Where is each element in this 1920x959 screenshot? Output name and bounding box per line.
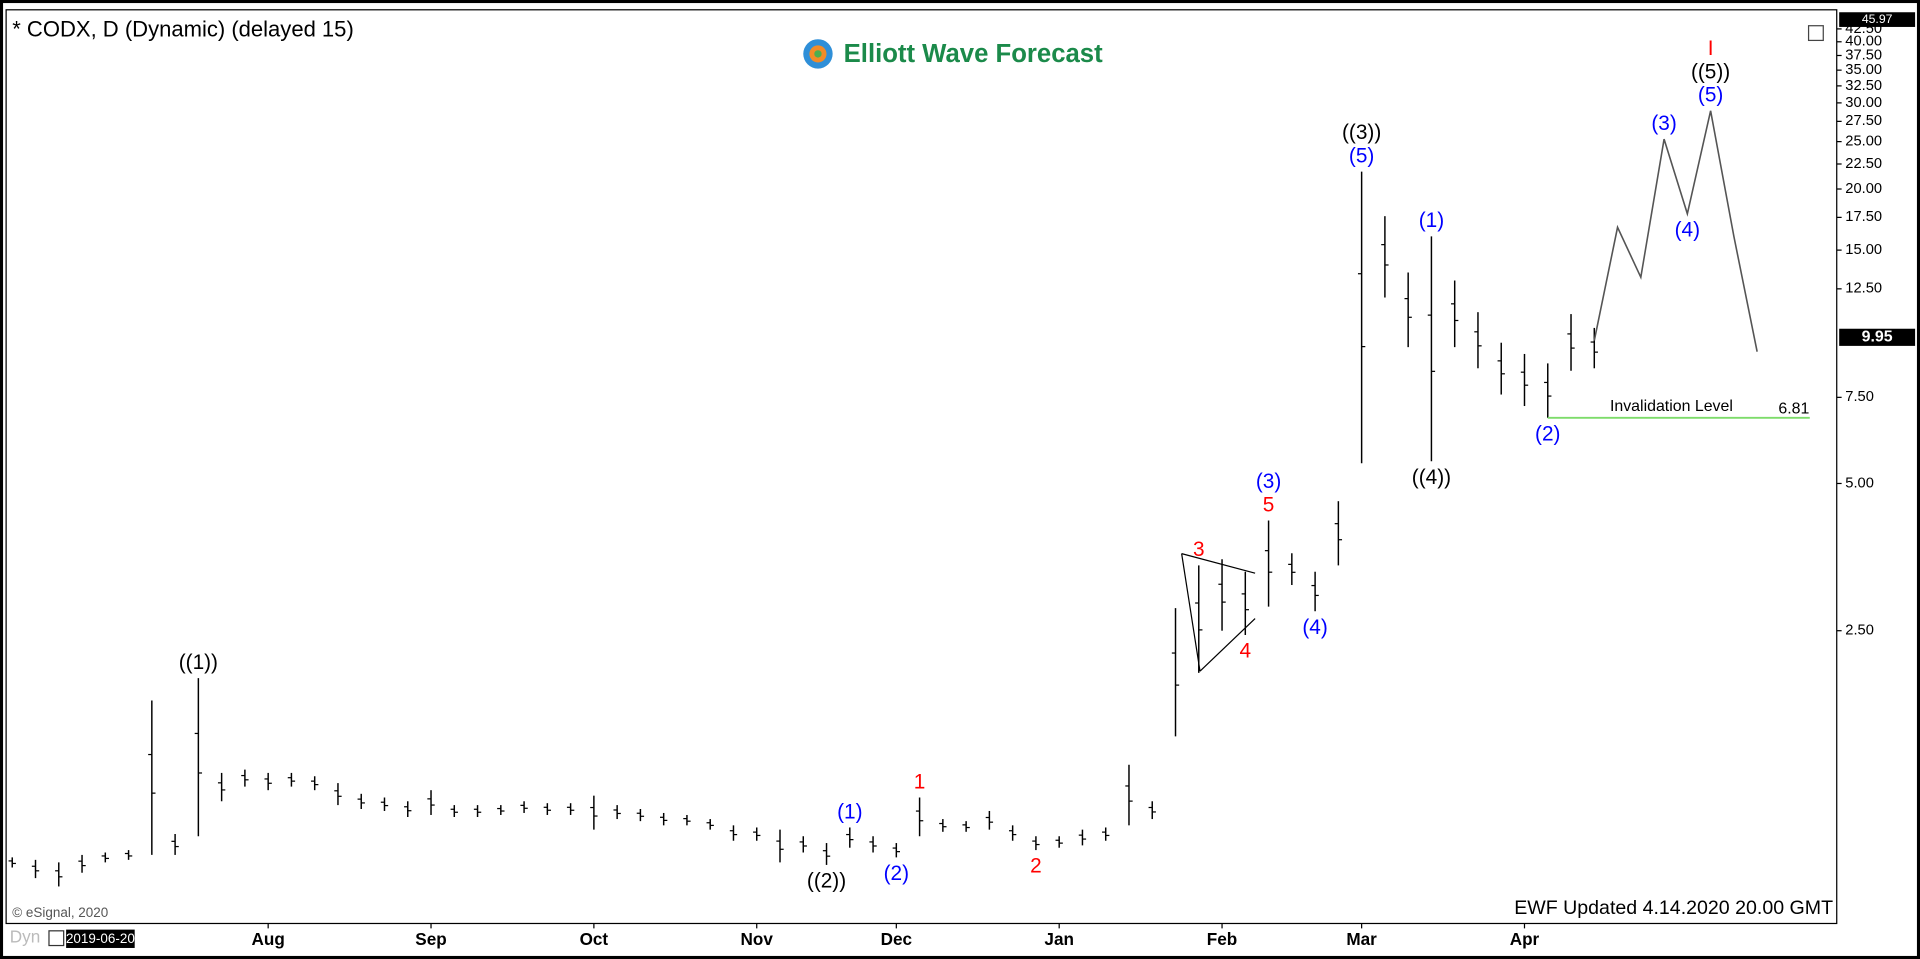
start-date: 2019-06-20 xyxy=(66,931,135,946)
y-tick-label: 17.50 xyxy=(1845,209,1882,225)
triangle-line xyxy=(1181,553,1201,672)
start-date-box xyxy=(66,929,135,948)
updated-note: EWF Updated 4.14.2020 20.00 GMT xyxy=(1514,897,1833,919)
wave-label: (2) xyxy=(884,862,909,885)
wave-label: (1) xyxy=(1419,209,1444,232)
y-tick-label: 40.00 xyxy=(1845,34,1882,50)
x-tick-label: Dec xyxy=(881,929,913,949)
wave-label: 4 xyxy=(1240,640,1252,663)
y-tick-label: 15.00 xyxy=(1845,242,1882,258)
wave-label: (4) xyxy=(1675,218,1700,241)
wave-label: (5) xyxy=(1698,84,1723,107)
window-icon[interactable] xyxy=(1807,25,1824,42)
credit: © eSignal, 2020 xyxy=(12,905,108,920)
mode-label: Dyn xyxy=(10,927,40,947)
y-tick-label: 30.00 xyxy=(1845,95,1882,111)
wave-label: ((3)) xyxy=(1342,121,1381,144)
wave-label: (4) xyxy=(1302,616,1327,639)
y-tick-label: 27.50 xyxy=(1845,113,1882,129)
wave-label: (2) xyxy=(1535,422,1560,445)
wave-label: (3) xyxy=(1256,470,1281,493)
wave-label: ((2)) xyxy=(807,870,846,893)
y-tick-label: 12.50 xyxy=(1845,281,1882,297)
y-tick-label: 22.50 xyxy=(1845,156,1882,172)
x-tick-label: Nov xyxy=(741,929,774,949)
triangle-line xyxy=(1181,553,1256,574)
wave-label: 2 xyxy=(1030,855,1042,878)
y-tick-label: 7.50 xyxy=(1845,389,1874,405)
y-tick-label: 37.50 xyxy=(1845,47,1882,63)
x-tick-label: Apr xyxy=(1510,929,1540,949)
wave-label: ((4)) xyxy=(1412,466,1451,489)
wave-label: 3 xyxy=(1193,538,1205,561)
wave-label: (5) xyxy=(1349,144,1374,167)
x-tick-label: Jan xyxy=(1044,929,1074,949)
wave-label: ((5)) xyxy=(1691,60,1730,83)
top-price: 45.97 xyxy=(1862,12,1893,26)
y-tick-label: 25.00 xyxy=(1845,133,1882,149)
logo-icon-core xyxy=(814,50,822,58)
wave-label: (1) xyxy=(837,800,862,823)
wave-label: ((1)) xyxy=(179,651,218,674)
y-tick-label: 20.00 xyxy=(1845,181,1882,197)
last-price: 9.95 xyxy=(1862,329,1893,346)
top-price-box xyxy=(1839,12,1916,27)
projection-line xyxy=(1593,110,1758,352)
plot-frame xyxy=(5,9,1838,925)
x-tick-label: Oct xyxy=(580,929,609,949)
x-tick-label: Mar xyxy=(1346,929,1377,949)
wave-label: (3) xyxy=(1651,112,1676,135)
brand-name: Elliott Wave Forecast xyxy=(844,40,1103,68)
x-tick-label: Sep xyxy=(415,929,446,949)
wave-label: I xyxy=(1708,37,1714,60)
x-tick-label: Aug xyxy=(252,929,285,949)
wave-label: 1 xyxy=(914,770,926,793)
y-tick-label: 5.00 xyxy=(1845,475,1874,491)
invalidation-label: Invalidation Level xyxy=(1610,398,1733,415)
y-tick-label: 35.00 xyxy=(1845,62,1882,78)
invalidation-value: 6.81 xyxy=(1778,400,1809,417)
x-tick-label: Feb xyxy=(1207,929,1237,949)
y-tick-label: 32.50 xyxy=(1845,78,1882,94)
wave-label: 5 xyxy=(1263,493,1275,516)
chart-title: * CODX, D (Dynamic) (delayed 15) xyxy=(12,16,354,41)
last-price-box xyxy=(1839,328,1916,346)
mode-icon[interactable] xyxy=(48,930,65,947)
brand-logo: Elliott Wave Forecast xyxy=(803,39,1103,69)
y-tick-label: 2.50 xyxy=(1845,623,1874,639)
